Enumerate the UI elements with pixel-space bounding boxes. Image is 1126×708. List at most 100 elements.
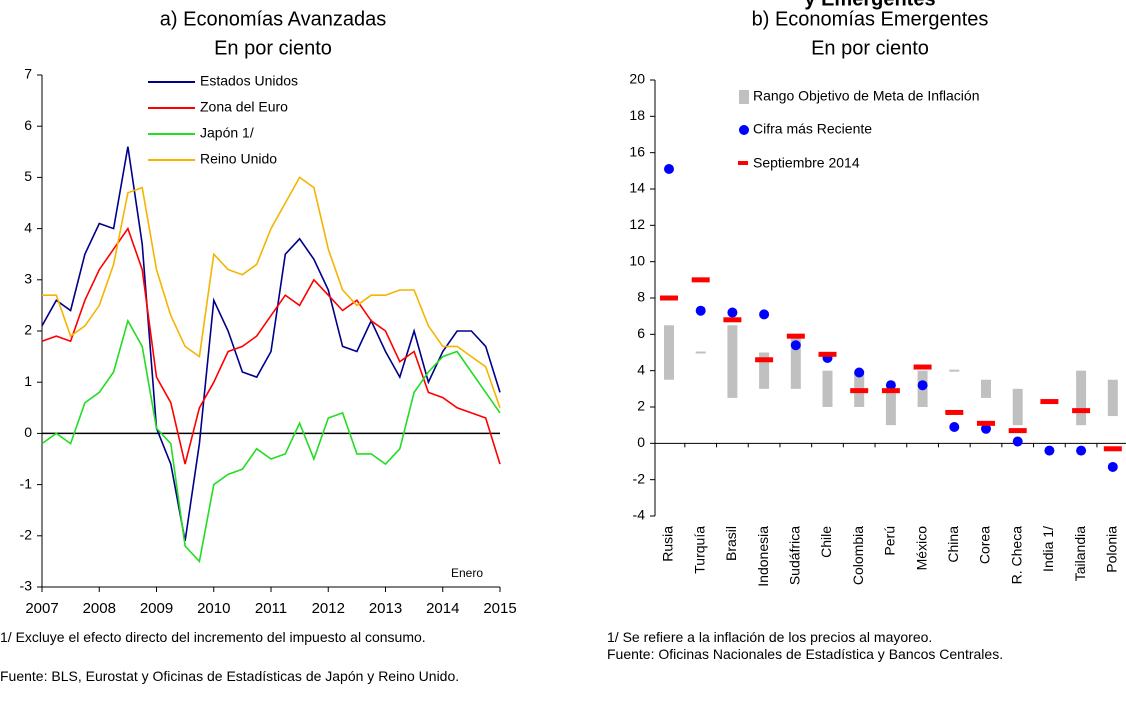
dash <box>691 277 710 283</box>
dot <box>1044 445 1055 456</box>
dot <box>1012 436 1023 447</box>
y-tick-label: 4 <box>637 361 645 377</box>
dot <box>790 340 801 351</box>
range-bar <box>664 325 674 380</box>
x-tick-label: 2014 <box>426 600 459 617</box>
chart-title: b) Economías Emergentes <box>752 8 989 30</box>
dash <box>1072 408 1091 414</box>
y-tick-label: -4 <box>633 507 646 523</box>
x-tick-label: Chile <box>818 526 834 558</box>
x-tick-label: Tailandia <box>1072 526 1088 581</box>
x-tick-label: 2007 <box>25 600 58 617</box>
range-bar <box>1012 388 1023 426</box>
legend-label: Rango Objetivo de Meta de Inflación <box>753 88 979 104</box>
chart-title: a) Economías Avanzadas <box>160 8 386 30</box>
x-tick-label: Rusia <box>660 526 676 562</box>
y-tick-label: 18 <box>629 107 645 123</box>
series-line <box>42 176 501 409</box>
source-note: Fuente: Oficinas Nacionales de Estadísti… <box>607 646 1004 662</box>
dash <box>786 333 805 339</box>
y-tick-label: 7 <box>24 66 32 82</box>
legend-label: Japón 1/ <box>200 125 254 141</box>
source-note: Fuente: BLS, Eurostat y Oficinas de Esta… <box>0 668 460 684</box>
legend-label: Reino Unido <box>200 151 277 167</box>
footnote: 1/ Excluye el efecto directo del increme… <box>0 629 426 645</box>
annotation: Enero <box>451 566 483 580</box>
range-bar <box>822 370 833 407</box>
dot <box>727 307 738 318</box>
y-tick-label: -1 <box>20 475 33 491</box>
y-tick-label: 5 <box>24 168 32 184</box>
y-tick-label: 3 <box>24 271 32 287</box>
dot <box>695 305 706 316</box>
x-tick-label: 2010 <box>197 600 230 617</box>
x-tick-label: China <box>945 526 961 563</box>
series-line <box>41 146 501 542</box>
x-tick-label: Sudáfrica <box>787 526 803 585</box>
dash <box>1103 446 1122 452</box>
range-bar <box>790 334 801 389</box>
x-tick-label: México <box>913 526 929 571</box>
y-tick-label: 0 <box>637 434 645 450</box>
x-tick-label: Indonesia <box>755 526 771 587</box>
range-bar <box>949 369 960 372</box>
x-tick-label: Polonia <box>1104 526 1120 573</box>
y-tick-label: 20 <box>629 71 645 87</box>
y-tick-label: 6 <box>637 325 645 341</box>
dash <box>850 388 869 394</box>
y-tick-label: 0 <box>24 424 32 440</box>
chart-subtitle: En por ciento <box>214 37 332 59</box>
dot <box>664 164 674 175</box>
dash <box>977 420 995 426</box>
x-tick-label: Perú <box>882 526 898 556</box>
legend-swatch <box>738 161 748 165</box>
dot <box>981 423 991 434</box>
x-tick-label: Corea <box>977 526 993 564</box>
y-tick-label: -2 <box>20 527 33 543</box>
dot <box>949 421 960 432</box>
x-tick-label: Colombia <box>850 526 866 585</box>
y-tick-label: -2 <box>633 470 646 486</box>
dash <box>723 317 742 323</box>
x-tick-label: India 1/ <box>1040 526 1056 572</box>
y-tick-label: 14 <box>629 180 645 196</box>
x-tick-label: 2013 <box>369 600 402 617</box>
y-tick-label: 4 <box>24 219 32 235</box>
legend-label: Estados Unidos <box>200 73 298 89</box>
y-tick-label: 2 <box>24 322 32 338</box>
y-tick-label: 1 <box>24 373 32 389</box>
legend-label: Septiembre 2014 <box>753 155 860 171</box>
chart-subtitle: En por ciento <box>811 37 929 59</box>
range-bar <box>727 325 738 398</box>
super-title: y Emergentes <box>804 0 935 10</box>
dot <box>1107 461 1118 472</box>
dash <box>660 295 678 301</box>
dash <box>945 409 964 415</box>
y-tick-label: -3 <box>20 578 33 594</box>
range-bar <box>759 352 770 389</box>
footnote: 1/ Se refiere a la inflación de los prec… <box>607 629 933 645</box>
x-tick-label: Brasil <box>723 526 739 561</box>
dash <box>818 351 837 357</box>
dash <box>755 357 774 363</box>
y-tick-label: 10 <box>629 252 645 268</box>
dash <box>881 388 900 394</box>
range-bar <box>695 351 706 354</box>
dash <box>913 364 932 370</box>
range-bar <box>885 388 896 426</box>
y-tick-label: 6 <box>24 117 32 133</box>
legend-swatch <box>739 90 749 104</box>
x-tick-label: 2009 <box>140 600 173 617</box>
legend-label: Cifra más Reciente <box>753 121 872 137</box>
x-tick-label: 2015 <box>483 600 516 617</box>
dash <box>1040 399 1059 405</box>
x-tick-label: Turquía <box>691 526 707 574</box>
range-bar <box>1076 370 1087 426</box>
dot <box>885 380 896 391</box>
x-tick-label: 2012 <box>312 600 345 617</box>
y-tick-label: 12 <box>629 216 645 232</box>
x-tick-label: 2008 <box>83 600 116 617</box>
y-tick-label: 2 <box>637 398 645 414</box>
